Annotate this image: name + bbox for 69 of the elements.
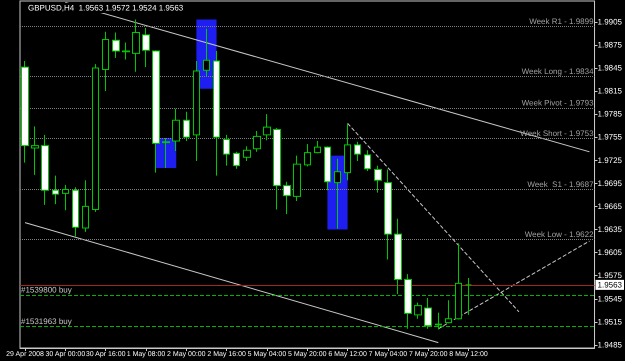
y-tick-label: 1.9515 bbox=[598, 317, 623, 326]
y-tick-label: 1.9875 bbox=[598, 40, 623, 50]
candlestick bbox=[233, 151, 240, 170]
candlestick bbox=[243, 146, 251, 162]
candlestick bbox=[92, 64, 99, 212]
y-tick-label: 1.9545 bbox=[598, 294, 623, 304]
y-tick-label: 1.9845 bbox=[598, 63, 623, 72]
candlestick bbox=[112, 32, 120, 58]
y-tick-label: 1.9695 bbox=[598, 178, 623, 188]
candlestick bbox=[52, 175, 59, 205]
candlestick bbox=[203, 28, 210, 77]
ref-line-label: Week S1 - 1.9687 bbox=[527, 180, 594, 190]
candlestick bbox=[31, 126, 39, 176]
candlestick bbox=[41, 134, 49, 206]
candlestick bbox=[374, 165, 382, 194]
candlestick bbox=[162, 137, 170, 168]
y-tick-label: 1.9725 bbox=[598, 156, 623, 165]
candlestick bbox=[132, 18, 140, 72]
candlestick bbox=[293, 155, 301, 202]
candlestick bbox=[314, 140, 321, 154]
candlestick bbox=[253, 130, 261, 152]
y-tick-label: 1.9665 bbox=[598, 202, 623, 211]
candlestick bbox=[424, 297, 432, 330]
candlestick bbox=[435, 312, 442, 330]
candlestick bbox=[324, 146, 331, 191]
candlestick bbox=[102, 31, 109, 92]
candlestick bbox=[384, 169, 392, 260]
candlestick bbox=[72, 186, 79, 237]
y-tick-label: 1.9635 bbox=[598, 225, 623, 234]
candlestick bbox=[334, 158, 341, 230]
y-tick-label: 1.9815 bbox=[598, 86, 623, 96]
y-tick-label: 1.9575 bbox=[598, 271, 623, 280]
candlestick bbox=[394, 218, 402, 295]
candlestick bbox=[445, 300, 452, 324]
candlestick bbox=[193, 60, 200, 162]
y-tick-label: 1.9755 bbox=[598, 132, 623, 142]
candlestick bbox=[283, 181, 291, 215]
candlestick bbox=[364, 150, 371, 172]
candlestick bbox=[21, 60, 29, 164]
candlestick bbox=[344, 124, 351, 181]
y-tick-label: 1.9905 bbox=[598, 17, 623, 26]
candlestick bbox=[142, 27, 150, 68]
candlestick bbox=[465, 277, 472, 316]
candlestick bbox=[223, 134, 230, 166]
ref-line-label: 1.9563 bbox=[598, 280, 623, 290]
y-tick-label: 1.9605 bbox=[598, 248, 623, 258]
candlestick bbox=[404, 274, 412, 330]
y-tick-label: 1.9485 bbox=[598, 340, 623, 350]
ref-line-label: Week Low - 1.9622 bbox=[524, 230, 594, 240]
candlestick bbox=[414, 302, 422, 320]
candlestick bbox=[183, 111, 190, 142]
candlestick bbox=[354, 141, 361, 162]
chart-title: GBPUSD,H4 1.9563 1.9572 1.9524 1.9563 bbox=[28, 4, 184, 12]
candlestick bbox=[304, 144, 311, 167]
candlestick bbox=[273, 127, 281, 210]
candlestick bbox=[122, 42, 130, 60]
candlestick bbox=[455, 242, 462, 320]
y-tick-label: 1.9785 bbox=[598, 110, 623, 119]
candlestick bbox=[152, 50, 160, 174]
candlestick bbox=[172, 108, 180, 152]
candlestick bbox=[213, 50, 220, 176]
ref-line-label: #1539800 buy bbox=[21, 285, 72, 294]
ref-line-label: #1531963 buy bbox=[21, 316, 72, 326]
candlestick bbox=[82, 180, 89, 232]
candlestick bbox=[62, 184, 69, 211]
ref-line-label: Week Long - 1.9834 bbox=[522, 66, 594, 76]
ref-line-label: Week Pivot - 1.9793 bbox=[522, 98, 594, 108]
candlestick bbox=[263, 114, 271, 141]
ref-line-label: Week R1 - 1.9899 bbox=[529, 16, 594, 26]
